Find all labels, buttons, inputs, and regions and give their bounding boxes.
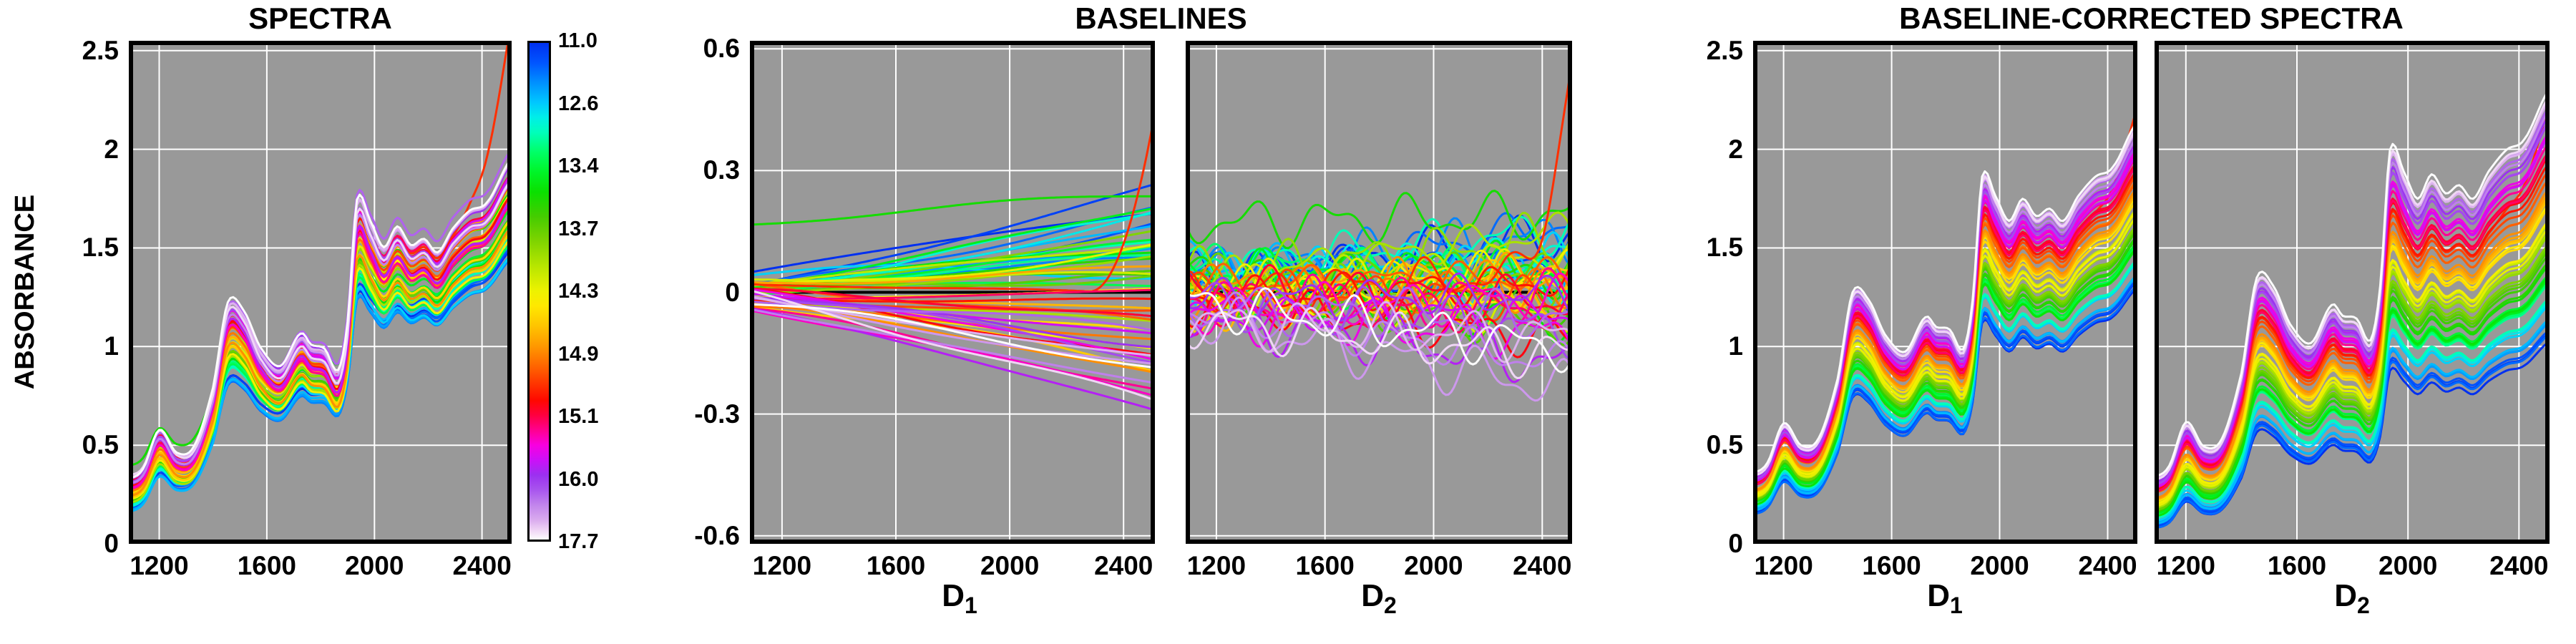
y-tick-label: 0.3	[703, 155, 740, 185]
baselines-d1-plot	[750, 41, 1155, 544]
colorbar-tick-label: 16.0	[558, 467, 599, 491]
x-tick-label: 2400	[452, 551, 512, 580]
x-axis-label-d2-corrected: D2	[2334, 578, 2370, 618]
x-tick-label: 1200	[130, 551, 189, 580]
colorbar-tick-label: 14.3	[558, 280, 599, 303]
title-spectra: SPECTRA	[248, 1, 392, 35]
colorbar-tick-label: 14.9	[558, 342, 599, 366]
y-tick-label: 2	[104, 134, 119, 164]
colorbar-tick-label: 11.0	[558, 29, 597, 52]
x-tick-label: 1200	[752, 551, 812, 580]
title-baselines: BASELINES	[1075, 1, 1247, 35]
y-tick-label: -0.6	[694, 520, 740, 550]
x-tick-label: 2000	[1404, 551, 1463, 580]
colorbar-tick-label: 12.6	[558, 92, 599, 115]
y-tick-label: 2.5	[1706, 35, 1743, 65]
x-tick-label: 2000	[345, 551, 404, 580]
corrected-d1-plot	[1753, 41, 2137, 544]
y-tick-label: 0	[104, 529, 119, 558]
x-axis-label-d2-baselines: D2	[1361, 578, 1397, 618]
colorbar-tick-label: 13.7	[558, 217, 599, 240]
x-tick-label: 2000	[1970, 551, 2029, 580]
x-tick-label: 2400	[2489, 551, 2549, 580]
y-tick-label: 1	[104, 331, 119, 361]
y-tick-label: 0.6	[703, 34, 740, 64]
spectra-plot	[129, 41, 512, 544]
y-tick-label: -0.3	[694, 399, 740, 429]
x-tick-label: 1600	[2267, 551, 2327, 580]
y-tick-label: 0	[725, 277, 740, 307]
x-tick-label: 1200	[2156, 551, 2215, 580]
corrected-d2-plot	[2155, 41, 2550, 544]
x-tick-label: 1600	[1295, 551, 1355, 580]
y-tick-label: 1	[1728, 331, 1743, 361]
y-tick-label: 2.5	[82, 35, 119, 65]
x-tick-label: 2000	[980, 551, 1040, 580]
colorbar-tick-label: 17.7	[558, 530, 599, 553]
x-tick-label: 1200	[1754, 551, 1813, 580]
x-tick-label: 1600	[1862, 551, 1921, 580]
y-tick-label: 1.5	[1706, 233, 1743, 263]
y-tick-label: 0.5	[82, 430, 119, 460]
x-tick-label: 2000	[2379, 551, 2438, 580]
x-tick-label: 2400	[2078, 551, 2137, 580]
y-tick-label: 0	[1728, 529, 1743, 558]
title-corrected: BASELINE-CORRECTED SPECTRA	[1899, 1, 2404, 35]
x-tick-label: 1600	[237, 551, 297, 580]
colorbar	[527, 41, 551, 542]
x-axis-label-d1-baselines: D1	[942, 578, 977, 618]
x-tick-label: 2400	[1094, 551, 1153, 580]
x-axis-label-d1-corrected: D1	[1927, 578, 1963, 618]
y-tick-label: 0.5	[1706, 430, 1743, 460]
x-tick-label: 1200	[1186, 551, 1246, 580]
colorbar-tick-label: 15.1	[558, 405, 599, 428]
colorbar-tick-label: 13.4	[558, 155, 599, 177]
x-tick-label: 2400	[1513, 551, 1572, 580]
baselines-d2-plot	[1186, 41, 1572, 544]
y-tick-label: 1.5	[82, 233, 119, 263]
y-tick-label: 2	[1728, 134, 1743, 164]
x-tick-label: 1600	[866, 551, 926, 580]
